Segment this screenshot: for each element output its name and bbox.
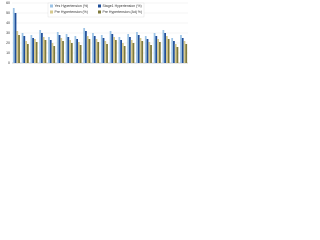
y-tick-label: 20 [6, 41, 10, 45]
bar [21, 33, 24, 63]
bar [60, 38, 63, 63]
bar [39, 30, 42, 63]
bar [166, 36, 168, 63]
legend-swatch [98, 10, 101, 14]
bar [102, 38, 105, 63]
bar [144, 36, 147, 63]
bar [16, 31, 19, 63]
legend-box [47, 2, 145, 18]
bar [109, 31, 112, 63]
bar [26, 44, 29, 63]
bar [58, 35, 61, 63]
bar [12, 8, 15, 63]
bar [14, 13, 17, 63]
bar [86, 36, 89, 63]
y-tick-label: 10 [6, 51, 10, 55]
bar [129, 37, 131, 63]
bar [122, 43, 124, 63]
bar [130, 40, 133, 63]
bar [180, 35, 182, 63]
bar [173, 41, 175, 63]
legend-label: Pre Hypertension (Adj %) [103, 10, 143, 14]
bar [95, 39, 98, 63]
bar [136, 32, 138, 63]
bar [139, 38, 142, 63]
y-tick-label: 60 [6, 1, 10, 5]
bar [76, 39, 78, 63]
bar [51, 43, 54, 63]
bar [88, 39, 91, 63]
y-tick-label: 0 [8, 61, 10, 65]
bar [49, 40, 52, 63]
legend-label: Stage1 Hypertension (%) [103, 4, 142, 8]
bar [41, 33, 43, 63]
legend-swatch [50, 4, 53, 8]
bar [132, 43, 135, 63]
bar [158, 42, 161, 63]
bar [23, 36, 26, 63]
bar [141, 41, 144, 63]
bar [181, 38, 184, 63]
bar [104, 41, 107, 63]
bar [183, 41, 186, 63]
bar [137, 35, 140, 63]
bar [83, 28, 86, 63]
bar [123, 46, 126, 63]
bar [127, 34, 130, 63]
bar [185, 44, 188, 63]
bar [44, 40, 47, 63]
legend-label: Pre Hypertension (%) [55, 10, 88, 14]
bar [18, 35, 20, 63]
bar [155, 36, 158, 63]
bar [92, 33, 94, 63]
bar [56, 32, 59, 63]
bar [93, 36, 96, 63]
bar [148, 42, 151, 63]
legend-swatch [98, 4, 101, 8]
bar [153, 33, 156, 63]
y-tick-label: 50 [6, 11, 10, 15]
bar [100, 35, 103, 63]
bar [69, 40, 71, 63]
bar [42, 37, 45, 63]
legend-label: Yes Hypertension (%) [55, 4, 89, 8]
bar [30, 35, 33, 63]
bar [48, 37, 50, 63]
bar [167, 39, 170, 63]
bar [111, 34, 114, 63]
bar [74, 36, 77, 63]
bar [146, 39, 149, 63]
bar [97, 42, 100, 63]
y-tick-label: 30 [6, 31, 10, 35]
bar [164, 33, 166, 63]
bar [70, 43, 73, 63]
bar [79, 45, 82, 63]
bar [106, 44, 108, 63]
bar [176, 47, 179, 63]
bar [25, 41, 27, 63]
bar [174, 44, 177, 63]
bar [118, 37, 121, 63]
bar [65, 34, 68, 63]
chart: 0 10 20 30 40 50 60 Yes Hypertension (%) Stage1 … [6, 1, 188, 65]
legend-swatch [50, 10, 53, 14]
bar [53, 46, 56, 63]
bar [113, 37, 115, 63]
bar [171, 38, 174, 63]
bar [120, 40, 122, 63]
bar [157, 39, 159, 63]
bar [35, 42, 38, 63]
bar [78, 42, 80, 63]
bar [162, 30, 165, 63]
bar [32, 38, 34, 63]
bar [62, 41, 64, 63]
bar [114, 40, 117, 63]
bar [85, 31, 87, 63]
bar [34, 39, 36, 63]
y-tick-label: 40 [6, 21, 10, 25]
bar [67, 37, 70, 63]
bar [150, 45, 152, 63]
